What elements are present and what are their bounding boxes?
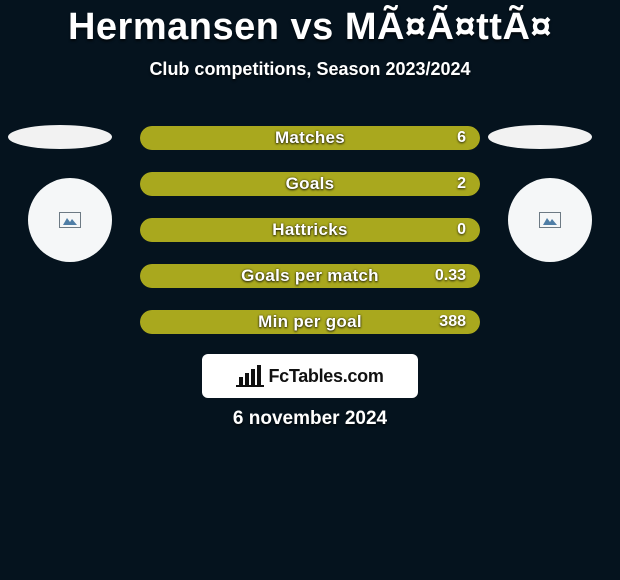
page-subtitle: Club competitions, Season 2023/2024 [0, 59, 620, 80]
stat-bar-label: Goals [140, 172, 480, 196]
right-ellipse [488, 125, 592, 149]
attribution-badge[interactable]: FcTables.com [202, 354, 418, 398]
bar-chart-icon [236, 365, 264, 387]
stat-bar-value: 388 [439, 310, 466, 334]
stat-bar: Matches6 [140, 126, 480, 150]
stat-bar-value: 6 [457, 126, 466, 150]
date-label: 6 november 2024 [0, 408, 620, 430]
stat-bar-label: Goals per match [140, 264, 480, 288]
stat-bar-label: Matches [140, 126, 480, 150]
stat-bar-label: Min per goal [140, 310, 480, 334]
image-placeholder-icon [59, 212, 81, 228]
left-player-avatar [28, 178, 112, 262]
stat-bar: Hattricks0 [140, 218, 480, 242]
page-title: Hermansen vs MÃ¤Ã¤ttÃ¤ [0, 0, 620, 49]
stat-bar: Goals2 [140, 172, 480, 196]
left-ellipse [8, 125, 112, 149]
stat-bar: Goals per match0.33 [140, 264, 480, 288]
stat-bar: Min per goal388 [140, 310, 480, 334]
stat-bar-value: 2 [457, 172, 466, 196]
image-placeholder-icon [539, 212, 561, 228]
stat-bar-value: 0.33 [435, 264, 466, 288]
comparison-card: Hermansen vs MÃ¤Ã¤ttÃ¤ Club competitions… [0, 0, 620, 580]
stat-bar-label: Hattricks [140, 218, 480, 242]
stat-bar-value: 0 [457, 218, 466, 242]
stats-bars: Matches6Goals2Hattricks0Goals per match0… [140, 126, 480, 356]
right-player-avatar [508, 178, 592, 262]
attribution-text: FcTables.com [268, 366, 383, 387]
